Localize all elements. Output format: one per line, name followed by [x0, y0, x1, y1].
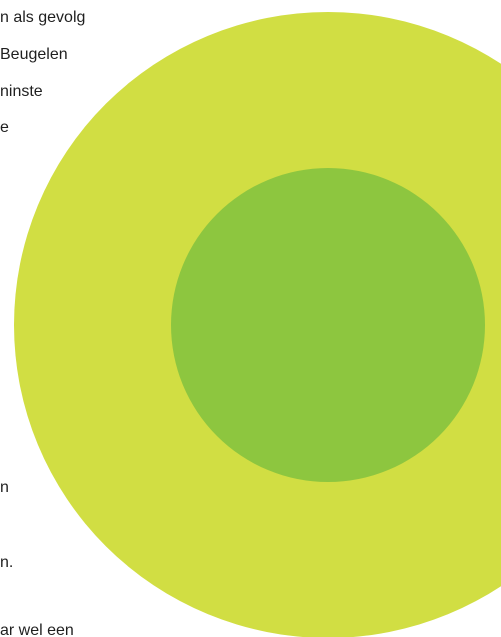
- text-fragment-2: Beugelen: [0, 46, 68, 63]
- text-fragment-3: ninste: [0, 83, 43, 100]
- text-fragment-1: n als gevolg: [0, 9, 86, 26]
- text-fragment-5: n: [0, 479, 9, 496]
- text-fragment-7: ar wel een: [0, 622, 74, 637]
- text-fragment-4: e: [0, 119, 9, 136]
- text-fragment-6: n.: [0, 554, 14, 571]
- inner-circle: [171, 168, 485, 482]
